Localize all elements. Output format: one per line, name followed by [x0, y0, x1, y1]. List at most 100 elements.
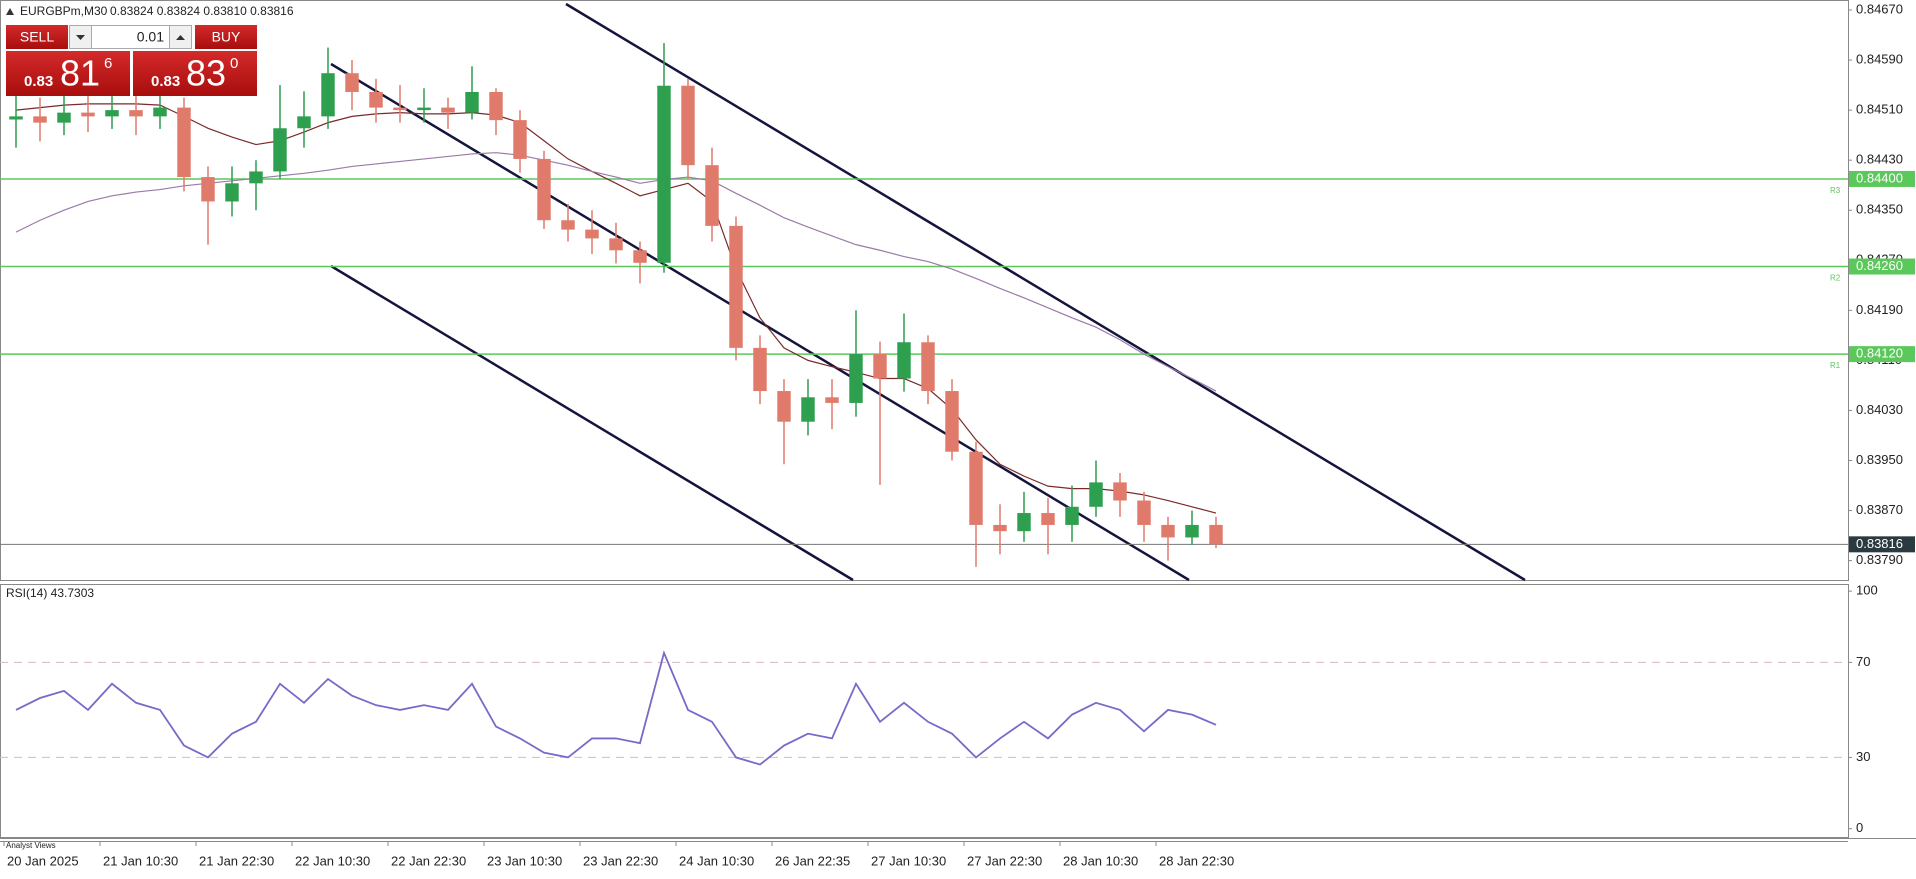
candle-body	[993, 524, 1007, 532]
candle-body	[849, 354, 863, 403]
x-tick-label: 21 Jan 22:30	[199, 853, 274, 868]
candle-body	[729, 225, 743, 348]
candle-body	[465, 91, 479, 113]
x-tick-label: 26 Jan 22:35	[775, 853, 850, 868]
y-tick-label: 0.84350	[1856, 202, 1903, 217]
candle-body	[1041, 513, 1055, 525]
candle-body	[801, 397, 815, 422]
y-tick-label: 0	[1856, 820, 1863, 835]
x-tick-label: 24 Jan 10:30	[679, 853, 754, 868]
candle-body	[681, 85, 695, 166]
candle-body	[825, 397, 839, 403]
candle-body	[1137, 500, 1151, 525]
level-name: R2	[1830, 274, 1841, 283]
candle-body	[321, 73, 335, 117]
candle-body	[393, 107, 407, 111]
x-tick-label: 27 Jan 22:30	[967, 853, 1042, 868]
x-tick-label: 21 Jan 10:30	[103, 853, 178, 868]
x-tick-label: 28 Jan 22:30	[1159, 853, 1234, 868]
candle-body	[1185, 524, 1199, 538]
series-line	[15, 103, 1217, 514]
level-label: 0.84400	[1856, 170, 1903, 185]
rsi-title: RSI(14) 43.7303	[6, 586, 94, 600]
candle-body	[1161, 524, 1175, 538]
candle-body	[705, 165, 719, 226]
level-label-box	[1849, 258, 1915, 275]
candle-body	[1113, 482, 1127, 501]
candle-body	[33, 116, 47, 123]
candle-body	[129, 110, 143, 117]
y-tick-label: 0.83950	[1856, 452, 1903, 467]
candle-body	[921, 342, 935, 392]
sell-price-box[interactable]	[6, 51, 130, 96]
level-label-box	[1849, 170, 1915, 187]
candle-body	[945, 391, 959, 452]
buy-button[interactable]	[195, 25, 257, 49]
y-tick-label: 0.84510	[1856, 102, 1903, 117]
y-tick-label: 70	[1856, 654, 1870, 669]
symbol-title: EURGBPm,M30	[20, 4, 108, 18]
rsi-panel	[0, 584, 1849, 838]
candle-body	[369, 91, 383, 108]
level-label: 0.84120	[1856, 346, 1903, 361]
sell-price-small: 6	[104, 55, 112, 72]
candle-body	[201, 177, 215, 202]
sell-button[interactable]	[6, 25, 68, 49]
y-tick-label: 0.83870	[1856, 502, 1903, 517]
last-price-label: 0.83816	[1856, 536, 1903, 551]
candle-body	[9, 116, 23, 120]
series-line	[15, 650, 1217, 766]
candle-body	[1089, 482, 1103, 507]
x-tick-label: 22 Jan 10:30	[295, 853, 370, 868]
sell-price-big: 81	[60, 53, 100, 94]
candle-body	[609, 238, 623, 251]
series-line	[15, 152, 1217, 392]
candle-body	[1209, 524, 1223, 545]
candle-body	[441, 107, 455, 113]
candle-body	[417, 107, 431, 111]
collapse-icon[interactable]	[6, 8, 14, 15]
sell-label[interactable]: SELL	[20, 29, 54, 45]
x-tick-label: 20 Jan 2025	[7, 853, 79, 868]
candle-body	[633, 250, 647, 263]
sell-price-prefix: 0.83	[24, 73, 53, 90]
quote: 0.83824 0.83824 0.83810 0.83816	[110, 4, 294, 18]
candle-body	[297, 116, 311, 129]
candle-body	[561, 220, 575, 230]
candle-body	[57, 112, 71, 123]
candle-body	[225, 183, 239, 202]
candle-body	[897, 342, 911, 379]
channel-line	[330, 264, 854, 582]
candle-body	[969, 451, 983, 525]
down-arrow	[76, 35, 85, 40]
y-tick-label: 0.84190	[1856, 302, 1903, 317]
buy-label[interactable]: BUY	[212, 29, 241, 45]
candle-body	[177, 107, 191, 178]
x-tick-label: 23 Jan 10:30	[487, 853, 562, 868]
y-tick-label: 100	[1856, 583, 1878, 598]
candle-body	[249, 171, 263, 184]
candle-body	[657, 85, 671, 263]
candle-body	[753, 347, 767, 392]
candle-body	[585, 229, 599, 239]
last-price-box	[1849, 536, 1915, 553]
volume-value[interactable]: 0.01	[137, 29, 164, 45]
candle-body	[153, 107, 167, 117]
channel-line	[330, 62, 1190, 582]
candle-body	[489, 91, 503, 121]
trade-panel: SELL 0.01 BUY 0.83 81 6 0.83 83 0	[6, 25, 257, 96]
buy-price-box[interactable]	[133, 51, 257, 96]
candle-body	[1065, 506, 1079, 525]
y-tick-label: 0.84430	[1856, 152, 1903, 167]
y-tick-label: 0.83790	[1856, 552, 1903, 567]
y-tick-label: 0.84670	[1856, 1, 1903, 16]
channel-line	[565, 2, 1526, 582]
buy-price-small: 0	[230, 55, 238, 72]
level-label: 0.84260	[1856, 258, 1903, 273]
candle-body	[345, 73, 359, 92]
candle-body	[777, 391, 791, 422]
buy-price-big: 83	[186, 53, 226, 94]
x-tick-label: 23 Jan 22:30	[583, 853, 658, 868]
